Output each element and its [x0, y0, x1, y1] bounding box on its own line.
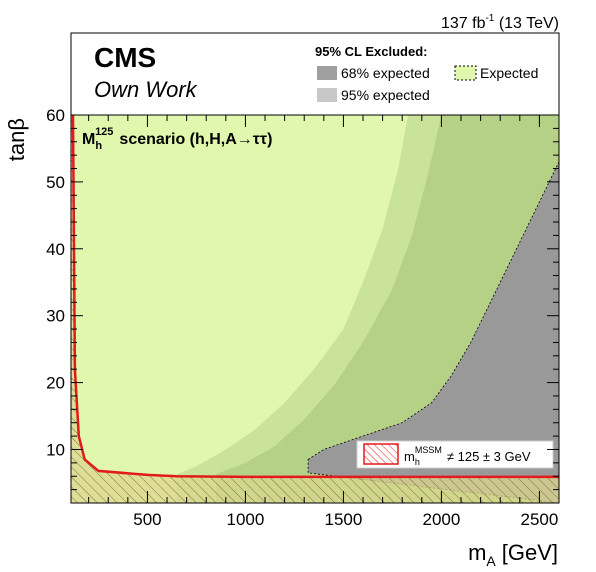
legend-95-swatch — [317, 88, 337, 102]
legend-expected-swatch — [454, 65, 477, 81]
lumi-label: 137 fb-1 (13 TeV) — [441, 13, 559, 32]
legend-frame — [70, 32, 560, 116]
x-tick-label: 2000 — [422, 510, 460, 529]
y-tick-label: 50 — [46, 173, 65, 192]
mh-legend-swatch — [363, 443, 399, 465]
x-tick-label: 2500 — [520, 510, 558, 529]
scenario-label: Mh125 scenario (h,H,A→ττ) — [82, 126, 272, 152]
observed-excluded-region — [307, 161, 559, 503]
plot-frame — [70, 114, 560, 504]
y-tick-label: 40 — [46, 240, 65, 259]
y-tick-label: 20 — [46, 374, 65, 393]
y-axis-title: tanβ — [4, 118, 29, 161]
legend-95-label: 95% expected — [341, 87, 430, 103]
plot-area — [71, 115, 559, 503]
legend-expected-label: Expected — [480, 65, 538, 81]
x-tick-label: 1000 — [227, 510, 265, 529]
work-label: Own Work — [94, 77, 198, 102]
legend-title: 95% CL Excluded: — [315, 44, 427, 59]
y-axis: 10 20 30 40 50 60 — [46, 106, 559, 504]
y-tick-label: 60 — [46, 106, 65, 125]
legend-68-swatch — [317, 66, 337, 80]
x-tick-label: 1500 — [325, 510, 363, 529]
y-tick-label: 10 — [46, 440, 65, 459]
x-axis-title: mA [GeV] — [468, 540, 558, 569]
x-tick-label: 500 — [133, 510, 161, 529]
mh-legend-label: mhMSSM ≠ 125 ± 3 GeV — [404, 445, 531, 467]
mh-contour-line — [71, 115, 559, 479]
y-tick-label: 30 — [46, 307, 65, 326]
x-axis: 500 1000 1500 2000 2500 — [88, 115, 560, 529]
experiment-label: CMS — [94, 42, 156, 73]
legend-68-label: 68% expected — [341, 65, 430, 81]
